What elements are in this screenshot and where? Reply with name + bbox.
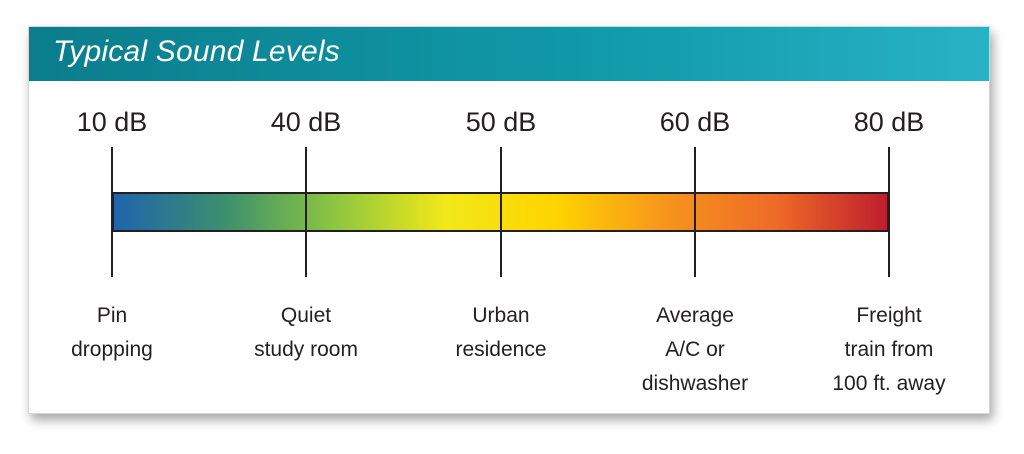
level-description: Freight train from 100 ft. away bbox=[832, 304, 946, 395]
db-level-label: 40 dB bbox=[270, 107, 342, 137]
tick-mark-inner bbox=[111, 192, 113, 232]
tick-mark-inner bbox=[500, 192, 502, 232]
sound-levels-card: Typical Sound Levels 10 dB Pin dropping 40… bbox=[28, 26, 990, 414]
tick-mark-lower bbox=[111, 232, 113, 277]
tick-mark-upper bbox=[111, 147, 113, 192]
title: Typical Sound Levels bbox=[53, 35, 340, 68]
db-level-label: 60 dB bbox=[659, 107, 731, 137]
tick-mark-upper bbox=[694, 147, 696, 192]
tick-mark-lower bbox=[888, 232, 890, 277]
db-level-label: 80 dB bbox=[853, 107, 925, 137]
level-description: Quiet study room bbox=[254, 304, 358, 361]
tick-mark-inner bbox=[694, 192, 696, 232]
tick-mark-inner bbox=[888, 192, 890, 232]
tick-mark-upper bbox=[888, 147, 890, 192]
level-description: Average A/C or dishwasher bbox=[641, 304, 749, 395]
db-level-label: 10 dB bbox=[76, 107, 148, 137]
tick-mark-lower bbox=[305, 232, 307, 277]
tick-mark-inner bbox=[305, 192, 307, 232]
tick-mark-lower bbox=[694, 232, 696, 277]
title-banner: Typical Sound Levels bbox=[29, 27, 989, 81]
level-description: Pin dropping bbox=[71, 304, 153, 361]
db-level-label: 50 dB bbox=[465, 107, 537, 137]
sound-scale: 10 dB Pin dropping 40 dB Quiet study room 50… bbox=[29, 27, 989, 413]
tick-mark-upper bbox=[305, 147, 307, 192]
level-description: Urban residence bbox=[455, 304, 547, 361]
tick-mark-lower bbox=[500, 232, 502, 277]
tick-mark-upper bbox=[500, 147, 502, 192]
